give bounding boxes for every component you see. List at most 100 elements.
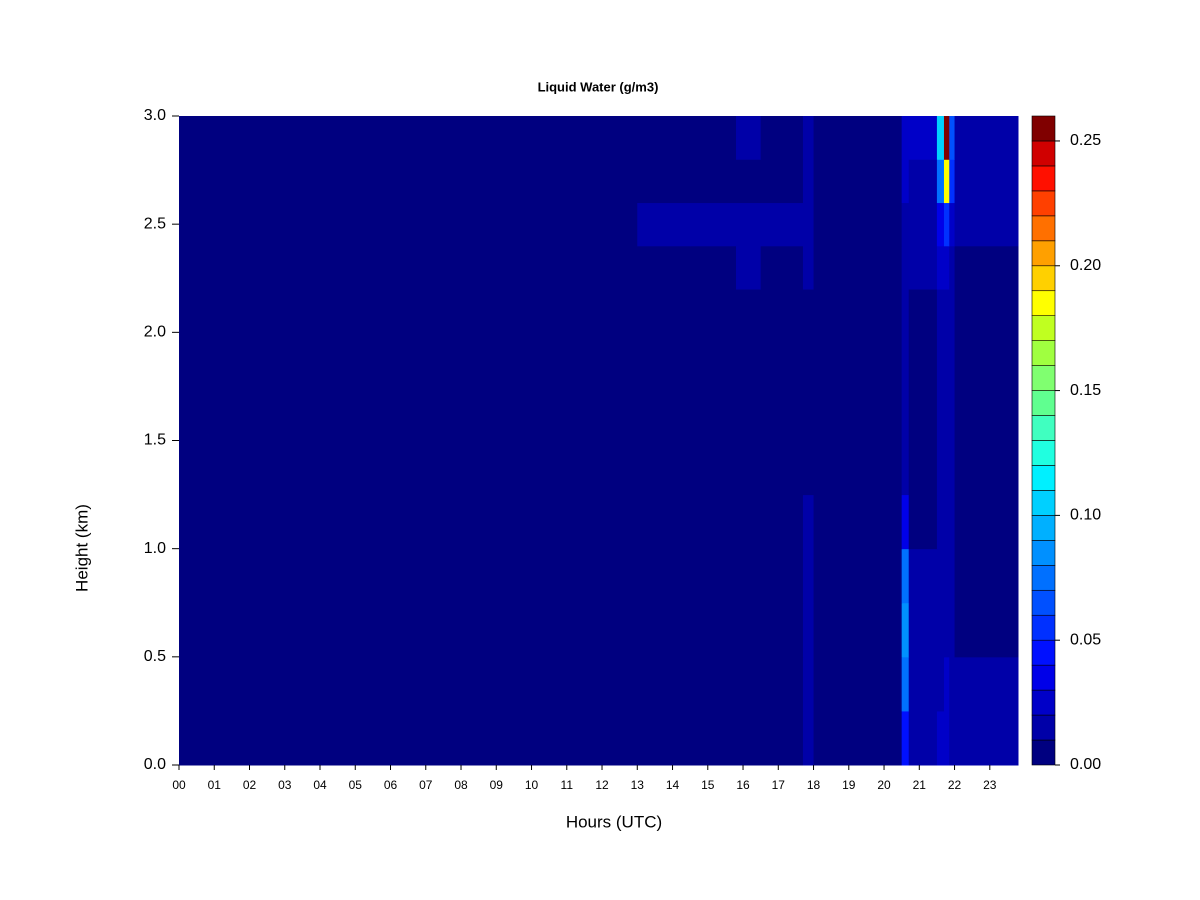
y-tick-label: 1.0 [144, 540, 166, 557]
heatmap-cell [943, 548, 950, 604]
heatmap-cell [949, 159, 956, 204]
heatmap-cell [760, 602, 804, 658]
heatmap-cell [690, 656, 737, 712]
heatmap-cell [637, 116, 691, 160]
heatmap-cell [936, 602, 945, 658]
heatmap-cell [760, 202, 804, 247]
heatmap-cell [908, 494, 938, 550]
heatmap-cell [690, 289, 737, 496]
colorbar-box [1031, 290, 1056, 316]
colorbar-box [1031, 639, 1056, 666]
colorbar-box [1031, 465, 1056, 491]
heatmap-cell [735, 494, 762, 550]
heatmap-cell [943, 289, 950, 496]
heatmap-cell [827, 548, 903, 604]
heatmap-cell [690, 116, 737, 160]
heatmap-cell [802, 245, 815, 290]
heatmap-cell [908, 710, 938, 766]
heatmap-cell [908, 159, 938, 204]
heatmap-cell [943, 116, 950, 160]
heatmap-cell [827, 245, 903, 290]
heatmap-cell [735, 202, 762, 247]
x-tick-label: 01 [208, 778, 222, 792]
heatmap-cell [827, 159, 903, 204]
heatmap-cell [802, 202, 815, 247]
heatmap-cell [760, 159, 804, 204]
heatmap-cell [901, 548, 910, 604]
heatmap-cell [813, 289, 829, 496]
heatmap-cell [901, 159, 910, 204]
heatmap-cell [813, 602, 829, 658]
heatmap-cell [901, 289, 910, 496]
heatmap-cell [637, 289, 691, 496]
heatmap-cell [908, 245, 938, 290]
heatmap-cell [179, 159, 638, 204]
colorbar-box [1031, 540, 1056, 566]
colorbar-box [1031, 115, 1056, 142]
heatmap-cell [827, 494, 903, 550]
colorbar-box [1031, 490, 1056, 516]
heatmap-cell [901, 116, 910, 160]
heatmap-cell [949, 548, 956, 604]
heatmap-cell [908, 289, 938, 496]
heatmap-cell [908, 202, 938, 247]
heatmap-cell [827, 656, 903, 712]
heatmap-cell [179, 548, 638, 604]
heatmap-cell [908, 656, 938, 712]
x-tick-label: 16 [736, 778, 750, 792]
heatmap-cell [949, 602, 956, 658]
x-tick-label: 15 [701, 778, 715, 792]
colorbar-tick-label: 0.05 [1070, 631, 1101, 648]
heatmap-cell [637, 494, 691, 550]
heatmap-cell [949, 202, 956, 247]
x-tick-label: 03 [278, 778, 292, 792]
y-tick-label: 3.0 [144, 107, 166, 124]
heatmap-cell [943, 245, 950, 290]
x-tick-label: 09 [490, 778, 504, 792]
heatmap-cell [760, 245, 804, 290]
heatmap-cell [735, 116, 762, 160]
heatmap-cell [943, 494, 950, 550]
x-tick-label: 20 [877, 778, 891, 792]
heatmap-cell [908, 548, 938, 604]
x-tick-label: 00 [172, 778, 186, 792]
heatmap-cell [901, 602, 910, 658]
heatmap-cell [802, 289, 815, 496]
heatmap-cell [802, 656, 815, 712]
heatmap-cell [954, 116, 1019, 160]
heatmap-cell [901, 656, 910, 712]
heatmap-cell [936, 116, 945, 160]
colorbar-box [1031, 614, 1056, 641]
heatmap-cell [936, 656, 945, 712]
heatmap-cell [690, 159, 737, 204]
colorbar-box [1031, 415, 1056, 441]
x-tick-label: 18 [807, 778, 821, 792]
heatmap-cell [954, 602, 1019, 658]
heatmap-cell [690, 202, 737, 247]
y-tick-label: 1.5 [144, 432, 166, 449]
colorbar-box [1031, 440, 1056, 466]
heatmap-cell [954, 202, 1019, 247]
heatmap-cell [760, 116, 804, 160]
colorbar-box [1031, 565, 1056, 591]
heatmap-cell [936, 710, 945, 766]
heatmap-cell [760, 548, 804, 604]
heatmap-cell [901, 202, 910, 247]
heatmap-cell [827, 710, 903, 766]
heatmap-cell [802, 710, 815, 766]
heatmap-cell [954, 494, 1019, 550]
heatmap-cell [637, 548, 691, 604]
x-tick-label: 23 [983, 778, 997, 792]
heatmap-cell [901, 494, 910, 550]
heatmap-cell [954, 289, 1019, 496]
heatmap-cell [954, 548, 1019, 604]
x-tick-label: 22 [948, 778, 962, 792]
x-tick-label: 17 [772, 778, 786, 792]
heatmap-cell [637, 202, 691, 247]
heatmap-cell [179, 245, 638, 290]
heatmap-cell [813, 494, 829, 550]
y-tick-label: 0.0 [144, 756, 166, 773]
heatmap-cell [735, 245, 762, 290]
heatmap-cell [813, 245, 829, 290]
